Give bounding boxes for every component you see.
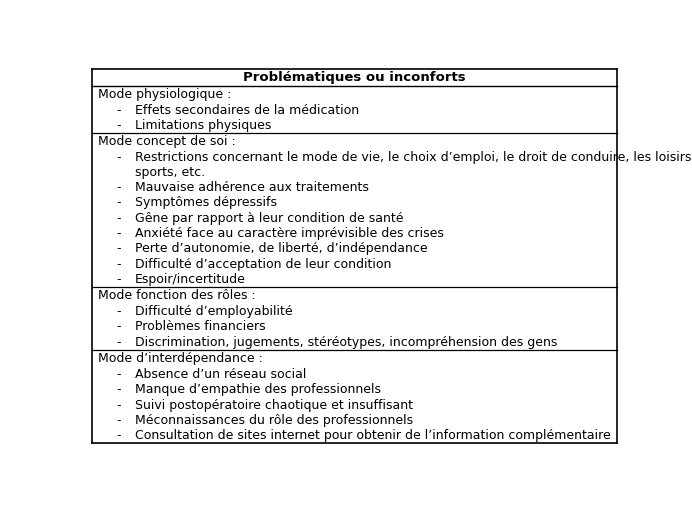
Text: -: - bbox=[116, 211, 121, 225]
Text: -: - bbox=[116, 227, 121, 240]
Text: sports, etc.: sports, etc. bbox=[135, 166, 205, 179]
Text: Mode concept de soi :: Mode concept de soi : bbox=[98, 135, 236, 148]
Text: -: - bbox=[116, 258, 121, 271]
Text: Mode d’interdépendance :: Mode d’interdépendance : bbox=[98, 352, 263, 365]
Text: -: - bbox=[116, 383, 121, 396]
Text: Effets secondaires de la médication: Effets secondaires de la médication bbox=[135, 103, 359, 117]
Text: Perte d’autonomie, de liberté, d’indépendance: Perte d’autonomie, de liberté, d’indépen… bbox=[135, 242, 428, 256]
Text: -: - bbox=[116, 368, 121, 381]
Text: -: - bbox=[116, 399, 121, 412]
Text: Problèmes financiers: Problèmes financiers bbox=[135, 320, 266, 334]
Text: -: - bbox=[116, 119, 121, 132]
Text: Suivi postopératoire chaotique et insuffisant: Suivi postopératoire chaotique et insuff… bbox=[135, 399, 412, 412]
Text: Discrimination, jugements, stéréotypes, incompréhension des gens: Discrimination, jugements, stéréotypes, … bbox=[135, 336, 557, 349]
Text: Absence d’un réseau social: Absence d’un réseau social bbox=[135, 368, 306, 381]
Text: -: - bbox=[116, 242, 121, 256]
Text: Anxiété face au caractère imprévisible des crises: Anxiété face au caractère imprévisible d… bbox=[135, 227, 444, 240]
Text: Mode fonction des rôles :: Mode fonction des rôles : bbox=[98, 289, 256, 302]
Text: Mauvaise adhérence aux traitements: Mauvaise adhérence aux traitements bbox=[135, 181, 369, 194]
Text: Restrictions concernant le mode de vie, le choix d’emploi, le droit de conduire,: Restrictions concernant le mode de vie, … bbox=[135, 151, 692, 164]
Text: Difficulté d’acceptation de leur condition: Difficulté d’acceptation de leur conditi… bbox=[135, 258, 391, 271]
Text: -: - bbox=[116, 429, 121, 442]
Text: -: - bbox=[116, 273, 121, 286]
Text: Problématiques ou inconforts: Problématiques ou inconforts bbox=[244, 70, 466, 84]
Text: Mode physiologique :: Mode physiologique : bbox=[98, 88, 232, 100]
Text: -: - bbox=[116, 196, 121, 209]
Text: Difficulté d’employabilité: Difficulté d’employabilité bbox=[135, 305, 293, 318]
Text: Consultation de sites internet pour obtenir de l’information complémentaire: Consultation de sites internet pour obte… bbox=[135, 429, 610, 442]
Text: Symptômes dépressifs: Symptômes dépressifs bbox=[135, 196, 277, 209]
Text: Limitations physiques: Limitations physiques bbox=[135, 119, 271, 132]
Text: -: - bbox=[116, 414, 121, 427]
Text: -: - bbox=[116, 336, 121, 349]
Text: Gêne par rapport à leur condition de santé: Gêne par rapport à leur condition de san… bbox=[135, 211, 403, 225]
Text: -: - bbox=[116, 151, 121, 164]
Text: Méconnaissances du rôle des professionnels: Méconnaissances du rôle des professionne… bbox=[135, 414, 413, 427]
Text: Manque d’empathie des professionnels: Manque d’empathie des professionnels bbox=[135, 383, 381, 396]
Text: -: - bbox=[116, 103, 121, 117]
Text: -: - bbox=[116, 320, 121, 334]
Text: -: - bbox=[116, 305, 121, 318]
Text: Espoir/incertitude: Espoir/incertitude bbox=[135, 273, 246, 286]
Text: -: - bbox=[116, 181, 121, 194]
